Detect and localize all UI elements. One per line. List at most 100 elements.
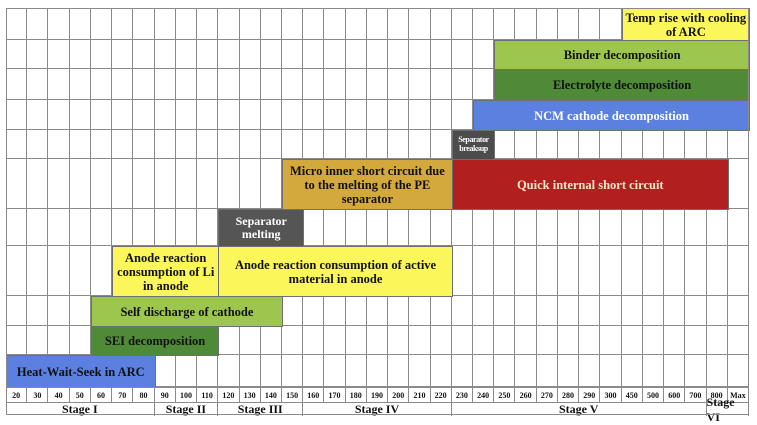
grid-cell bbox=[260, 40, 282, 69]
grid-cell bbox=[90, 130, 113, 159]
event-bar: Binder decomposition bbox=[494, 40, 750, 70]
grid-cell bbox=[197, 159, 219, 209]
grid-cell bbox=[175, 209, 198, 246]
grid-cell bbox=[6, 296, 28, 326]
grid-cell bbox=[260, 69, 282, 100]
axis-tick-label: 270 bbox=[536, 387, 558, 402]
axis-tick-label: 450 bbox=[621, 387, 643, 402]
axis-tick-label: 150 bbox=[281, 387, 304, 402]
grid-cell bbox=[557, 326, 580, 355]
grid-cell bbox=[430, 69, 452, 100]
grid-cell bbox=[112, 40, 134, 69]
stage-label: Stage I bbox=[6, 402, 155, 416]
grid-cell bbox=[409, 69, 431, 100]
axis-tick-label: 30 bbox=[27, 387, 49, 402]
grid-cell bbox=[48, 209, 70, 246]
grid-cell bbox=[494, 246, 516, 296]
grid-cell bbox=[600, 326, 622, 355]
grid-cell bbox=[239, 355, 261, 387]
grid-cell bbox=[133, 159, 155, 209]
grid-cell bbox=[112, 130, 134, 159]
grid-cell bbox=[175, 69, 198, 100]
grid-cell bbox=[48, 69, 70, 100]
grid-cell bbox=[600, 209, 622, 246]
axis-tick-label: 120 bbox=[218, 387, 240, 402]
grid-cell bbox=[473, 8, 495, 40]
grid-cell bbox=[324, 326, 346, 355]
axis-tick-label: 700 bbox=[685, 387, 707, 402]
grid-cell bbox=[557, 355, 580, 387]
grid-cell bbox=[239, 130, 261, 159]
grid-cell bbox=[27, 69, 49, 100]
grid-cell bbox=[473, 209, 495, 246]
grid-cell bbox=[345, 130, 367, 159]
grid-cell bbox=[515, 246, 537, 296]
grid-cell bbox=[281, 296, 304, 326]
grid-cell bbox=[473, 246, 495, 296]
grid-cell bbox=[303, 296, 325, 326]
grid-cell bbox=[6, 159, 28, 209]
grid-cell bbox=[345, 296, 367, 326]
event-bar: SEI decomposition bbox=[90, 326, 220, 356]
stage-label: Stage IV bbox=[303, 402, 452, 416]
grid-cell bbox=[260, 326, 282, 355]
grid-cell bbox=[27, 246, 49, 296]
grid-cell bbox=[473, 326, 495, 355]
grid-cell bbox=[324, 209, 346, 246]
grid-cell bbox=[579, 209, 601, 246]
grid-cell bbox=[388, 8, 410, 40]
event-bar: Separator breaksup bbox=[451, 130, 496, 160]
grid-cell bbox=[621, 326, 643, 355]
grid-cell bbox=[27, 40, 49, 69]
grid-cell bbox=[621, 355, 643, 387]
grid-cell bbox=[69, 130, 91, 159]
grid-cell bbox=[6, 40, 28, 69]
grid-cell bbox=[642, 355, 665, 387]
grid-cell bbox=[536, 296, 558, 326]
grid-cell bbox=[27, 159, 49, 209]
event-bar: Heat-Wait-Seek in ARC bbox=[6, 355, 156, 388]
grid-cell bbox=[409, 326, 431, 355]
grid-cell bbox=[366, 100, 389, 130]
grid-cell bbox=[197, 130, 219, 159]
grid-cell bbox=[430, 355, 452, 387]
grid-cell bbox=[239, 326, 261, 355]
grid-cell bbox=[133, 69, 155, 100]
grid-cell bbox=[536, 326, 558, 355]
grid-cell bbox=[133, 40, 155, 69]
grid-cell bbox=[494, 326, 516, 355]
grid-cell bbox=[218, 100, 240, 130]
grid-cell bbox=[218, 40, 240, 69]
stage-label: Stage II bbox=[154, 402, 219, 416]
grid-cell bbox=[600, 355, 622, 387]
grid-cell bbox=[345, 69, 367, 100]
grid-cell bbox=[409, 296, 431, 326]
grid-cell bbox=[642, 296, 665, 326]
grid-cell bbox=[579, 8, 601, 40]
stage-label: Stage III bbox=[218, 402, 304, 416]
grid-cell bbox=[494, 130, 516, 159]
grid-cell bbox=[515, 209, 537, 246]
grid-cell bbox=[579, 355, 601, 387]
thermal-runaway-stage-diagram: Temp rise with cooling of ARC Binder deco… bbox=[6, 8, 750, 424]
axis-tick-label: 140 bbox=[260, 387, 282, 402]
grid-cell bbox=[239, 159, 261, 209]
grid-cell bbox=[366, 40, 389, 69]
grid-cell bbox=[6, 209, 28, 246]
grid-cell bbox=[303, 100, 325, 130]
grid-cell bbox=[685, 130, 707, 159]
grid-cell bbox=[281, 69, 304, 100]
grid-cell bbox=[600, 296, 622, 326]
axis-tick-label: 500 bbox=[642, 387, 665, 402]
grid-cell bbox=[197, 209, 219, 246]
grid-cell bbox=[409, 100, 431, 130]
grid-cell bbox=[621, 296, 643, 326]
grid-cell bbox=[451, 69, 474, 100]
grid-cell bbox=[260, 159, 282, 209]
grid-cell bbox=[133, 100, 155, 130]
grid-cell bbox=[112, 159, 134, 209]
axis-tick-label: 180 bbox=[345, 387, 367, 402]
grid-cell bbox=[112, 69, 134, 100]
grid-cell bbox=[515, 326, 537, 355]
grid-cell bbox=[112, 100, 134, 130]
